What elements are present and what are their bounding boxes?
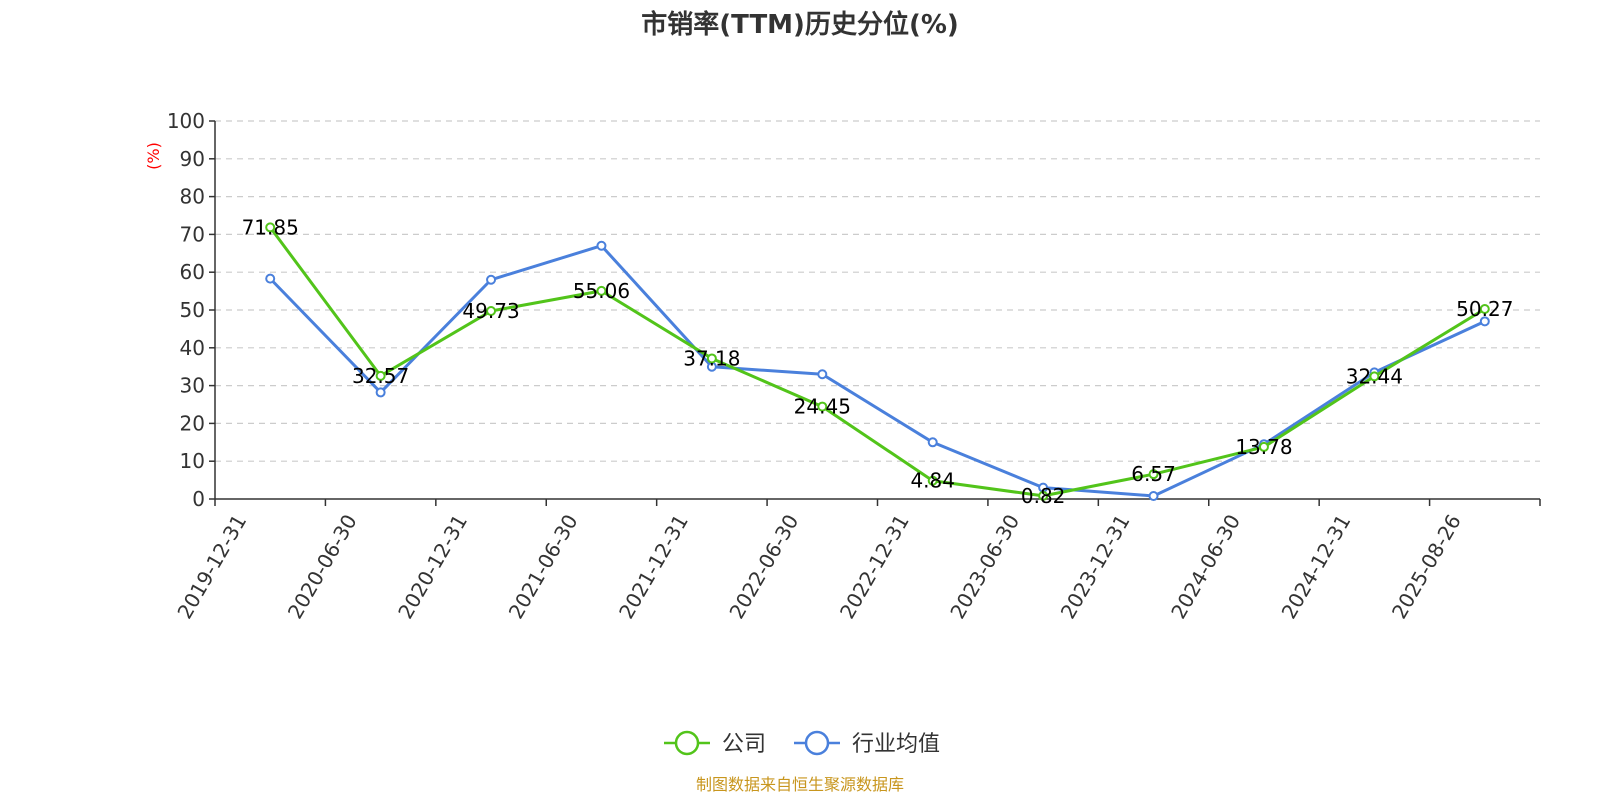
- data-label: 55.06: [573, 279, 630, 303]
- data-point[interactable]: [1148, 469, 1159, 480]
- y-tick-label: 70: [180, 222, 205, 246]
- x-tick-label: 2024-12-31: [1277, 510, 1356, 623]
- data-point[interactable]: [1479, 316, 1490, 327]
- x-tick-label: 2023-12-31: [1056, 510, 1135, 623]
- data-point[interactable]: [927, 437, 938, 448]
- chart-title: 市销率(TTM)历史分位(%): [641, 9, 959, 40]
- data-label: 32.44: [1346, 364, 1403, 388]
- data-point[interactable]: [486, 274, 497, 285]
- data-point[interactable]: [1479, 303, 1490, 314]
- legend-circle-icon: [674, 730, 700, 756]
- x-tick-label: 2022-12-31: [835, 510, 914, 623]
- x-tick-label: 2019-12-31: [172, 510, 251, 623]
- legend-item[interactable]: 公司: [664, 730, 766, 757]
- y-tick-label: 90: [180, 147, 205, 171]
- series-lines: [265, 222, 1490, 501]
- data-label: 24.45: [794, 395, 851, 419]
- data-point[interactable]: [375, 370, 386, 381]
- data-point[interactable]: [596, 240, 607, 251]
- data-point[interactable]: [927, 475, 938, 486]
- y-tick-label: 20: [180, 411, 205, 435]
- series-line: [269, 244, 1486, 498]
- data-point[interactable]: [817, 401, 828, 412]
- y-tick-label: 100: [167, 109, 205, 133]
- y-tick-label: 10: [180, 449, 205, 473]
- y-tick-label: 80: [180, 185, 205, 209]
- data-label: 0.82: [1021, 484, 1066, 508]
- data-point[interactable]: [1148, 490, 1159, 501]
- data-point[interactable]: [817, 369, 828, 380]
- data-label: 37.18: [683, 346, 740, 370]
- data-point[interactable]: [265, 222, 276, 233]
- y-tick-label: 30: [180, 374, 205, 398]
- grid-lines: [215, 120, 1540, 462]
- x-tick-label: 2023-06-30: [945, 510, 1024, 623]
- data-label: 4.84: [910, 469, 955, 493]
- data-point[interactable]: [706, 353, 717, 364]
- legend-label: 行业均值: [852, 732, 940, 757]
- data-label: 6.57: [1131, 462, 1176, 486]
- data-point[interactable]: [596, 285, 607, 296]
- data-labels: 71.85 32.57 49.73 55.06 37.18 24.45 4.84 0.82 6.…: [242, 215, 1514, 507]
- y-tick-label: 0: [192, 487, 205, 511]
- legend-circle-icon: [804, 730, 830, 756]
- x-tick-label: 2021-06-30: [504, 510, 583, 623]
- data-point[interactable]: [375, 387, 386, 398]
- y-axis-unit-label: (%): [144, 142, 163, 170]
- data-label: 71.85: [242, 215, 299, 239]
- y-tick-label: 50: [180, 298, 205, 322]
- x-tick-label: 2024-06-30: [1166, 510, 1245, 623]
- data-point[interactable]: [265, 273, 276, 284]
- y-tick-label: 60: [180, 260, 205, 284]
- x-tick-label: 2022-06-30: [724, 510, 803, 623]
- data-label: 49.73: [462, 299, 519, 323]
- data-label: 50.27: [1456, 297, 1513, 321]
- source-note: 制图数据来自恒生聚源数据库: [696, 775, 904, 794]
- x-tick-label: 2020-12-31: [393, 510, 472, 623]
- data-label: 13.78: [1235, 435, 1292, 459]
- y-tick-label: 40: [180, 336, 205, 360]
- data-point[interactable]: [486, 306, 497, 317]
- data-point[interactable]: [1258, 441, 1269, 452]
- legend[interactable]: 公司 行业均值: [664, 730, 940, 757]
- data-point[interactable]: [1038, 490, 1049, 501]
- legend-label: 公司: [722, 732, 766, 757]
- data-label: 32.57: [352, 364, 409, 388]
- x-tick-label: 2021-12-31: [614, 510, 693, 623]
- series-line: [269, 226, 1486, 498]
- x-tick-label: 2025-08-26: [1387, 510, 1466, 623]
- x-tick-label: 2020-06-30: [283, 510, 362, 623]
- data-point[interactable]: [1369, 371, 1380, 382]
- legend-item[interactable]: 行业均值: [794, 730, 940, 757]
